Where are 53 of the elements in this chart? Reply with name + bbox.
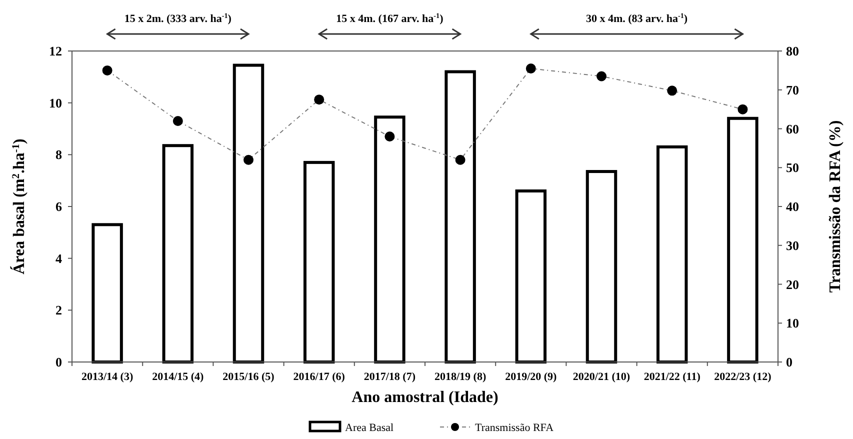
point [526, 63, 536, 74]
y2-tick-label: 20 [786, 276, 799, 292]
x-tick-label: 2021/22 (11) [644, 371, 701, 383]
y-tick-label: 8 [56, 147, 62, 162]
x-tick-label: 2015/16 (5) [222, 371, 275, 383]
y-tick-label: 0 [56, 354, 62, 370]
bar [232, 64, 264, 364]
text: 15 x 4m. (167 arv. ha$^{-1}$) [336, 12, 444, 25]
bar [515, 189, 547, 364]
y2-tick-label: 0 [786, 354, 792, 370]
x-tick-label: 2018/19 (8) [434, 371, 486, 383]
y2-axis-title: Transmissão da RFA (%) [827, 120, 844, 293]
point [102, 65, 112, 76]
bar [444, 70, 476, 364]
x-axis-title: Ano amostral (Idade) [352, 389, 498, 406]
x-tick-label: 2014/15 (4) [152, 371, 204, 383]
legend-label: Area Basal [345, 422, 394, 434]
y2-tick-label: 70 [786, 82, 799, 98]
y2-tick-label: 60 [786, 121, 799, 136]
x-tick-label: 2013/14 (3) [81, 371, 134, 383]
y2-tick-label: 10 [786, 316, 799, 331]
y-tick-label: 6 [56, 199, 62, 214]
y-tick-label: 12 [49, 44, 62, 59]
y-tick-label: 10 [49, 95, 62, 110]
bar [162, 144, 194, 364]
point [314, 94, 324, 105]
point [244, 154, 254, 165]
legend-label: Transmissão RFA [475, 422, 554, 434]
text: 15 x 2m. (333 arv. ha$^{-1}$) [124, 12, 232, 25]
bar [303, 160, 335, 364]
point [667, 86, 678, 96]
x-tick-label: 2017/18 (7) [364, 371, 416, 383]
bar [727, 116, 758, 364]
x-tick-label: 2016/17 (6) [293, 371, 346, 383]
x-tick-label: 2020/21 (10) [572, 371, 630, 383]
x-tick-label: 2022/23 (12) [714, 371, 772, 383]
bar [374, 116, 406, 364]
point [455, 154, 466, 165]
y2-tick-label: 30 [786, 238, 799, 253]
bar [586, 170, 618, 364]
y2-tick-label: 50 [786, 160, 799, 176]
point [738, 104, 748, 114]
point [596, 71, 606, 82]
y-tick-label: 2 [56, 302, 62, 318]
y2-tick-label: 80 [786, 44, 799, 59]
point [172, 116, 183, 126]
bar [92, 223, 123, 364]
x-tick-label: 2019/20 (9) [505, 371, 558, 383]
y-tick-label: 4 [56, 250, 62, 266]
text: 30 x 4m. (83 arv. ha$^{-1}$) [586, 12, 688, 25]
point [384, 132, 395, 142]
bar [656, 145, 688, 364]
y2-tick-label: 40 [786, 199, 799, 214]
